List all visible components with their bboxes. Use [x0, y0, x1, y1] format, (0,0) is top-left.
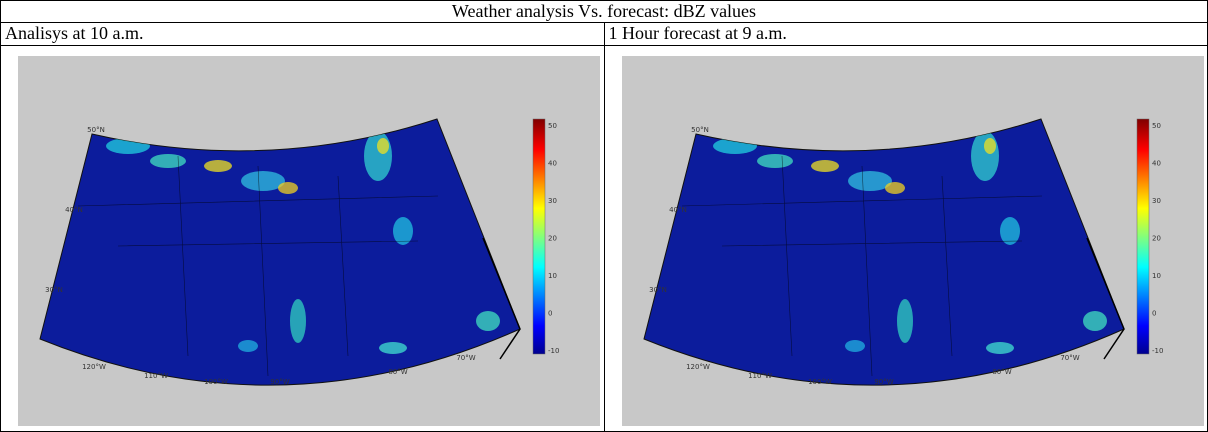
radar-map: 50 40 30 20 10 0 -10 50°N 40°N 30°N 120°W 110°W 100°… [621, 56, 1204, 426]
lon-label: 90°W [270, 378, 289, 386]
echo [999, 217, 1020, 245]
panel-header: 1 Hour forecast at 9 a.m. [603, 22, 1208, 46]
radar-map: 50 40 30 20 10 0 -10 50°N 40°N 30°N 120°W 110°W 100°… [18, 56, 600, 426]
colorbar-tick-label: 30 [1152, 197, 1161, 205]
lon-label: 120°W [82, 363, 106, 371]
echo [1082, 311, 1107, 331]
colorbar-tick-label: 20 [1152, 235, 1161, 243]
map-frame-edge [1085, 237, 1125, 360]
colorbar-tick-label: -10 [548, 347, 559, 355]
lon-label: 70°W [456, 354, 475, 362]
lon-label: 80°W [388, 368, 407, 376]
echo [377, 138, 389, 154]
borders [681, 155, 1042, 377]
lat-label: 50°N [691, 126, 709, 134]
table-title: Weather analysis Vs. forecast: dBZ value… [0, 0, 1208, 23]
echo [896, 299, 913, 343]
lat-label: 40°N [669, 206, 687, 214]
colorbar [532, 118, 546, 355]
lat-label: 30°N [649, 286, 667, 294]
colorbar-tick-label: 0 [1152, 310, 1156, 318]
echo [241, 171, 285, 191]
echo [393, 217, 413, 245]
lat-label: 50°N [87, 126, 105, 134]
echo [884, 182, 905, 194]
panel-header: Analisys at 10 a.m. [0, 22, 605, 46]
colorbar-tick-label: 0 [548, 310, 552, 318]
panel-cell: 50 40 30 20 10 0 -10 50°N 40°N 30°N 120°W 110°W 100°… [603, 45, 1208, 432]
colorbar-tick-label: 40 [1152, 160, 1161, 168]
colorbar-tick-label: 50 [1152, 122, 1161, 130]
radar-echoes [106, 131, 500, 354]
lon-label: 110°W [748, 372, 772, 380]
colorbar-tick-label: 30 [548, 197, 557, 205]
echo [810, 160, 839, 172]
echo [278, 182, 298, 194]
lat-label: 30°N [45, 286, 63, 294]
lon-label: 80°W [992, 368, 1011, 376]
echo [364, 131, 392, 181]
map-area [642, 118, 1125, 386]
echo [985, 342, 1014, 354]
map-area [39, 118, 521, 386]
radar-echoes [712, 131, 1107, 354]
echo [476, 311, 500, 331]
echo [756, 154, 793, 168]
lon-label: 100°W [204, 378, 228, 386]
lon-label: 110°W [144, 372, 168, 380]
colorbar-tick-label: 10 [548, 272, 557, 280]
lon-label: 70°W [1060, 354, 1079, 362]
lon-label: 90°W [874, 378, 893, 386]
colorbar-tick-label: 20 [548, 235, 557, 243]
lat-label: 40°N [65, 206, 83, 214]
map-frame-edge [482, 237, 521, 360]
panel-cell: 50 40 30 20 10 0 -10 50°N 40°N 30°N 120°W 110°W 100°… [0, 45, 605, 432]
echo [970, 131, 999, 181]
lon-label: 100°W [808, 378, 832, 386]
echo [290, 299, 306, 343]
colorbar-tick-label: 50 [548, 122, 557, 130]
echo [983, 138, 996, 154]
echo [844, 340, 865, 352]
echo [150, 154, 186, 168]
echo [238, 340, 258, 352]
lon-label: 120°W [686, 363, 710, 371]
colorbar [1136, 118, 1149, 355]
colorbar-tick-label: 40 [548, 160, 557, 168]
echo [204, 160, 232, 172]
colorbar-tick-label: 10 [1152, 272, 1161, 280]
borders [77, 155, 439, 377]
colorbar-tick-label: -10 [1152, 347, 1163, 355]
echo [379, 342, 407, 354]
echo [847, 171, 892, 191]
